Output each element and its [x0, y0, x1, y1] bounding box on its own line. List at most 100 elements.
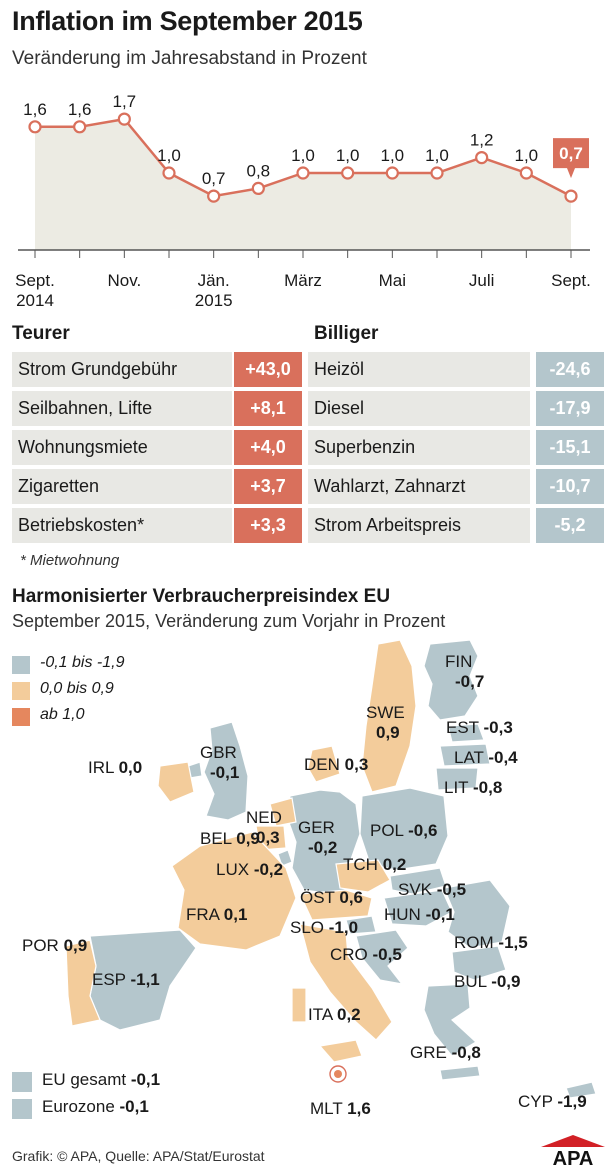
country-value: -0,2 [253, 860, 284, 879]
apa-logo-text: APA [553, 1148, 594, 1167]
country-code: ROM [454, 933, 494, 952]
footnote: * Mietwohnung [20, 552, 120, 569]
country-label-mlt: MLT 1,6 [310, 1099, 371, 1119]
country-value: -0,4 [488, 748, 518, 767]
data-label: 0,7 [559, 144, 583, 163]
x-tick-label-year: 2014 [16, 291, 54, 310]
country-label-hun: HUN -0,1 [384, 905, 455, 925]
country-label-ned: NED 0,3 [246, 808, 282, 848]
country-label-cyp: CYP -1,9 [518, 1092, 587, 1112]
data-point [73, 120, 87, 134]
country-value: 0,9 [63, 936, 88, 955]
country-code: ITA [308, 1005, 333, 1024]
map-ned [269, 797, 297, 827]
country-label-tch: TCH 0,2 [343, 855, 406, 875]
country-value: 0,3 [256, 828, 280, 847]
map-ita-sardinia [291, 987, 307, 1023]
country-value: -0,9 [491, 972, 521, 991]
country-code: POL [370, 821, 404, 840]
country-code: SVK [398, 880, 433, 899]
map-title: Harmonisierter Verbraucherpreisindex EU [12, 586, 391, 607]
map-fra [171, 831, 297, 951]
credit-text: Grafik: © APA, Quelle: APA/Stat/Eurostat [12, 1148, 265, 1164]
inflation-line-chart: 1,6 1,6 1,71,00,7 0,81,0 1,0 1,0 1,01,21,0 0,7 … [15, 92, 591, 310]
data-label: 1,0 [157, 146, 181, 165]
country-value: -0,2 [308, 838, 338, 857]
country-label-svk: SVK -0,5 [398, 880, 466, 900]
map-mlt [334, 1070, 342, 1078]
map-svk [389, 867, 447, 895]
legend-swatch [12, 682, 30, 700]
billiger-row: Diesel -17,9 [308, 391, 604, 426]
apa-logo: APA [541, 1135, 605, 1167]
data-label: 0,8 [247, 161, 271, 180]
map-hun [383, 889, 453, 927]
country-value: -0,5 [372, 945, 402, 964]
country-value: -0,6 [408, 821, 438, 840]
map-cro [355, 929, 409, 985]
highlight-callout [553, 138, 589, 179]
map-cyp [565, 1081, 597, 1099]
country-label-lat: LAT -0,4 [454, 748, 518, 768]
data-point [564, 189, 578, 203]
data-point [207, 189, 221, 203]
country-label-slo: SLO -1,0 [290, 918, 358, 938]
country-label-ita: ITA 0,2 [308, 1005, 361, 1025]
country-value: -0,1 [210, 763, 240, 782]
data-point [430, 166, 444, 180]
billiger-item-value: -15,1 [536, 430, 604, 465]
x-tick-label-year: 2015 [195, 291, 233, 310]
country-label-bul: BUL -0,9 [454, 972, 520, 992]
country-value: -0,1 [425, 905, 455, 924]
data-label: 1,2 [470, 131, 494, 150]
country-label-fra: FRA 0,1 [186, 905, 247, 925]
country-code: LUX [216, 860, 250, 879]
teurer-row: Wohnungsmiete +4,0 [12, 430, 302, 465]
country-value: 0,9 [376, 723, 400, 742]
map-fin [423, 639, 479, 721]
data-label: 1,6 [23, 100, 47, 119]
billiger-item-value: -10,7 [536, 469, 604, 504]
map-gre [423, 983, 478, 1057]
country-code: GRE [410, 1043, 447, 1062]
map-est [447, 723, 485, 743]
country-code: GBR [200, 743, 237, 762]
country-label-por: POR 0,9 [22, 936, 87, 956]
country-code: NED [246, 808, 282, 827]
teurer-item-label: Wohnungsmiete [12, 430, 232, 465]
country-value: 0,9 [236, 829, 260, 848]
billiger-item-value: -24,6 [536, 352, 604, 387]
teurer-item-label: Betriebskosten* [12, 508, 232, 543]
map-gre-crete [439, 1065, 481, 1081]
country-value: 0,1 [223, 905, 248, 924]
teurer-table: Strom Grundgebühr +43,0 Seilbahnen, Lifte +… [12, 352, 302, 547]
country-label-swe: SWE 0,9 [366, 703, 405, 743]
country-label-est: EST -0,3 [446, 718, 513, 738]
data-point [251, 181, 265, 196]
billiger-table: Heizöl -24,6 Diesel -17,9 Superbenzin -15,1 Wa… [308, 352, 604, 547]
data-point [296, 166, 310, 180]
country-label-den: DEN 0,3 [304, 755, 368, 775]
map-rom [443, 879, 511, 949]
country-label-esp: ESP -1,1 [92, 970, 160, 990]
teurer-item-value: +8,1 [234, 391, 302, 426]
teurer-row: Seilbahnen, Lifte +8,1 [12, 391, 302, 426]
country-code: LAT [454, 748, 484, 767]
map-pol [359, 787, 449, 871]
map-tch [335, 859, 391, 893]
data-point [28, 120, 42, 134]
country-label-öst: ÖST 0,6 [300, 888, 363, 908]
country-code: IRL [88, 758, 114, 777]
data-label: 1,0 [291, 146, 315, 165]
country-value: -0,8 [451, 1043, 481, 1062]
map-swe [361, 639, 417, 793]
country-code: SWE [366, 703, 405, 722]
data-label: 1,0 [515, 146, 539, 165]
teurer-item-value: +3,7 [234, 469, 302, 504]
country-value: 0,0 [118, 758, 143, 777]
map-gbr [203, 721, 249, 821]
map-ita-sicily [318, 1039, 363, 1063]
map-irl [157, 761, 195, 803]
country-value: -1,1 [130, 970, 160, 989]
teurer-row: Zigaretten +3,7 [12, 469, 302, 504]
